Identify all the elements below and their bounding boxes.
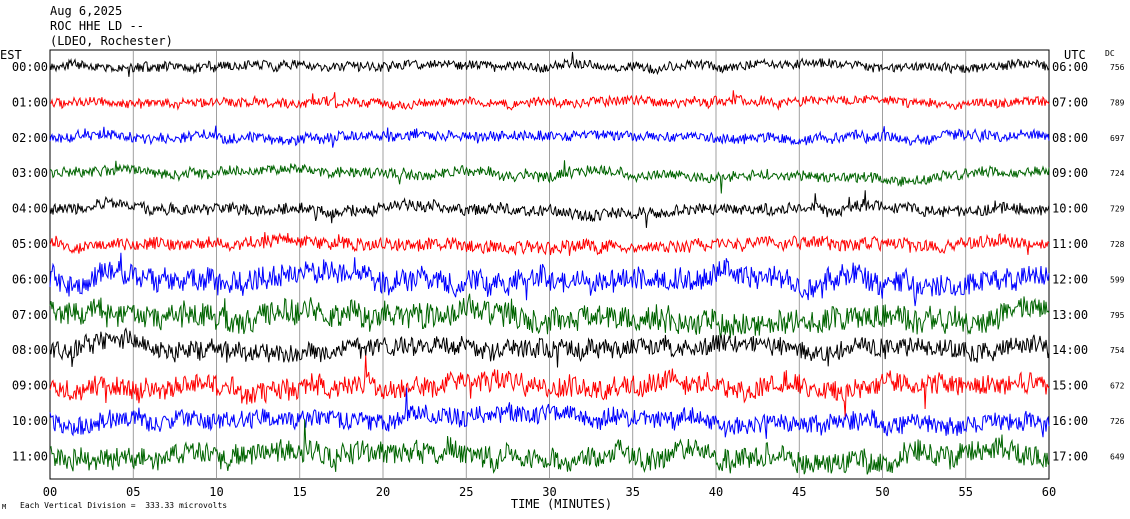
x-tick-label: 40: [709, 485, 723, 499]
row-dc-value: 697: [1110, 134, 1125, 143]
x-tick-label: 20: [376, 485, 390, 499]
row-dc-value: 729: [1110, 205, 1125, 214]
seismic-trace: [49, 232, 1050, 256]
seismic-trace: [49, 125, 1050, 148]
seismic-trace: [49, 419, 1050, 475]
plot-date: Aug 6,2025: [50, 4, 123, 18]
row-label-utc: 10:00: [1052, 202, 1088, 216]
row-label-utc: 06:00: [1052, 60, 1088, 74]
row-label-local: 07:00: [12, 308, 48, 322]
row-label-local: 10:00: [12, 414, 48, 428]
row-label-utc: 17:00: [1052, 449, 1088, 463]
seismic-trace: [49, 51, 1050, 77]
x-tick-label: 05: [126, 485, 140, 499]
x-axis-title: TIME (MINUTES): [511, 497, 612, 511]
x-tick-label: 35: [626, 485, 640, 499]
row-label-utc: 11:00: [1052, 237, 1088, 251]
row-label-utc: 12:00: [1052, 272, 1088, 286]
row-label-utc: 09:00: [1052, 166, 1088, 180]
x-tick-label: 50: [875, 485, 889, 499]
footer-mark: M: [2, 503, 7, 511]
row-label-local: 06:00: [12, 272, 48, 286]
seismic-trace: [49, 252, 1050, 307]
x-tick-label: 25: [459, 485, 473, 499]
x-tick-label: 30: [542, 485, 556, 499]
row-label-local: 03:00: [12, 166, 48, 180]
row-dc-value: 672: [1110, 382, 1125, 391]
station-label: ROC HHE LD --: [50, 19, 144, 33]
x-tick-label: 45: [792, 485, 806, 499]
x-tick-label: 60: [1042, 485, 1056, 499]
row-label-local: 11:00: [12, 449, 48, 463]
row-dc-value: 649: [1110, 452, 1125, 461]
seismic-trace: [49, 327, 1050, 368]
x-tick-label: 15: [293, 485, 307, 499]
row-label-utc: 15:00: [1052, 379, 1088, 393]
seismic-trace: [49, 355, 1050, 418]
right-timezone-label: UTC: [1064, 48, 1086, 62]
row-dc-value: 599: [1110, 275, 1125, 284]
dc-header-label: DC: [1105, 49, 1115, 58]
row-label-local: 09:00: [12, 379, 48, 393]
row-label-local: 05:00: [12, 237, 48, 251]
row-label-local: 01:00: [12, 95, 48, 109]
x-tick-label: 00: [43, 485, 57, 499]
row-label-utc: 07:00: [1052, 95, 1088, 109]
row-dc-value: 795: [1110, 311, 1125, 320]
x-tick-label: 10: [209, 485, 223, 499]
row-dc-value: 754: [1110, 346, 1125, 355]
row-dc-value: 724: [1110, 169, 1125, 178]
seismic-trace: [49, 387, 1050, 439]
x-tick-label: 55: [959, 485, 973, 499]
row-label-utc: 08:00: [1052, 131, 1088, 145]
row-label-local: 00:00: [12, 60, 48, 74]
row-label-local: 08:00: [12, 343, 48, 357]
row-label-utc: 13:00: [1052, 308, 1088, 322]
seismic-trace: [49, 293, 1050, 339]
row-label-utc: 14:00: [1052, 343, 1088, 357]
row-label-local: 02:00: [12, 131, 48, 145]
left-timezone-label: EST: [0, 48, 22, 62]
row-dc-value: 726: [1110, 417, 1125, 426]
network-label: (LDEO, Rochester): [50, 34, 173, 48]
row-dc-value: 728: [1110, 240, 1125, 249]
row-label-local: 04:00: [12, 202, 48, 216]
seismic-trace: [49, 160, 1050, 194]
seismic-trace: [49, 190, 1050, 228]
row-dc-value: 756: [1110, 63, 1125, 72]
seismic-trace: [49, 90, 1050, 111]
row-dc-value: 789: [1110, 98, 1125, 107]
vertical-division-note: Each Vertical Division = 333.33 microvol…: [20, 501, 228, 510]
row-label-utc: 16:00: [1052, 414, 1088, 428]
